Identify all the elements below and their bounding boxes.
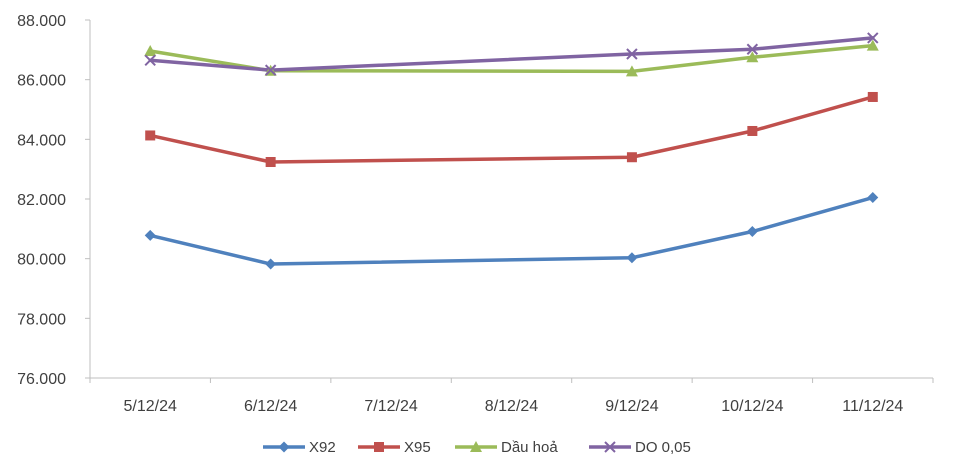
legend-marker-x95 [374, 442, 384, 452]
x-tick-label: 9/12/24 [605, 398, 658, 415]
series-lines [148, 36, 875, 266]
legend-label-x95: X95 [404, 439, 431, 456]
legend-label-do-0-05: DO 0,05 [635, 439, 691, 456]
data-point-do-0-05 [264, 64, 277, 76]
data-point-x95 [626, 152, 637, 163]
legend-marker-dau-hoa [470, 441, 482, 452]
data-point-x95 [747, 125, 758, 136]
y-tick-label: 76.000 [17, 371, 66, 388]
data-point-x95 [145, 130, 156, 141]
data-point-dau-hoa [144, 45, 157, 57]
data-point-x92 [746, 226, 758, 238]
y-tick-label: 86.000 [17, 73, 66, 90]
series-line-x92 [148, 195, 875, 266]
legend-marker-x92 [278, 441, 290, 453]
x-tick-label: 7/12/24 [364, 398, 417, 415]
legend-marker-do-0-05 [604, 441, 616, 453]
y-tick-label: 80.000 [17, 252, 66, 269]
x-tick-label: 5/12/24 [124, 398, 177, 415]
data-point-x92 [626, 252, 638, 264]
y-tick-label: 84.000 [17, 132, 66, 149]
series-line-do-0-05 [148, 36, 875, 72]
data-point-x95 [265, 157, 276, 168]
data-point-dau-hoa [746, 51, 759, 63]
x-axis-ticks: 5/12/24 6/12/24 7/12/24 8/12/24 9/12/24 10/12… [89, 378, 934, 415]
series-markers [144, 32, 879, 270]
chart-axes [89, 20, 933, 379]
y-tick-label: 82.000 [17, 192, 66, 209]
data-point-x92 [265, 258, 277, 270]
chart-legend: X92 X95 Dầu hoả DO 0,05 [263, 439, 691, 456]
legend-label-dau-hoa: Dầu hoả [501, 439, 558, 456]
legend-label-x92: X92 [309, 439, 336, 456]
x-tick-label: 8/12/24 [485, 398, 538, 415]
data-point-do-0-05 [144, 54, 156, 66]
data-point-x92 [867, 192, 879, 204]
y-tick-label: 78.000 [17, 311, 66, 328]
data-point-do-0-05 [867, 32, 879, 44]
data-point-dau-hoa [866, 39, 879, 51]
y-axis-ticks: 76.000 78.000 80.000 82.000 84.000 86.000 88.0… [17, 13, 90, 388]
data-point-dau-hoa [625, 65, 638, 77]
data-point-x95 [867, 91, 878, 102]
y-tick-label: 88.000 [17, 13, 66, 30]
data-point-x92 [144, 229, 156, 241]
series-line-x95 [148, 95, 875, 164]
data-point-do-0-05 [626, 48, 638, 60]
x-tick-label: 11/12/24 [842, 398, 903, 415]
x-tick-label: 6/12/24 [244, 398, 297, 415]
x-tick-label: 10/12/24 [721, 398, 783, 415]
data-point-do-0-05 [746, 43, 759, 55]
